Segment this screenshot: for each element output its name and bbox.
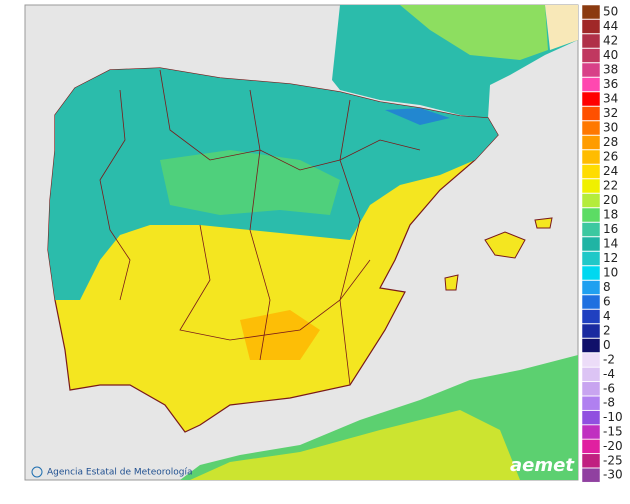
south-warm-zone — [240, 310, 320, 360]
legend-swatch — [581, 106, 601, 121]
legend-label: 6 — [603, 295, 611, 309]
legend-swatch — [581, 453, 601, 469]
legend-label: -25 — [603, 453, 623, 467]
legend-swatch — [581, 381, 601, 397]
attribution-text: Agencia Estatal de Meteorología — [47, 468, 193, 478]
france-warm — [400, 5, 548, 60]
legend-label: 18 — [603, 208, 618, 222]
legend-swatch — [581, 439, 601, 454]
legend-swatch — [581, 178, 601, 194]
legend-swatch — [581, 4, 601, 20]
legend-label: 32 — [603, 106, 618, 120]
legend-swatch — [581, 62, 601, 78]
legend-swatch — [581, 149, 601, 165]
legend-swatch — [581, 251, 601, 266]
legend-label: 50 — [603, 5, 618, 19]
legend-label: -20 — [603, 439, 623, 453]
legend-label: 38 — [603, 63, 618, 77]
legend-label: 20 — [603, 193, 618, 207]
legend-label: 4 — [603, 309, 611, 323]
legend-swatch — [581, 91, 601, 107]
mediterranean-edge — [545, 5, 578, 50]
legend-swatch — [581, 164, 601, 179]
legend-swatch — [581, 48, 601, 63]
legend-label: -2 — [603, 353, 615, 367]
legend-label: -15 — [603, 425, 623, 439]
legend-swatch — [581, 280, 601, 295]
mallorca — [484, 231, 526, 259]
ibiza — [444, 274, 459, 291]
legend-swatch — [581, 323, 601, 339]
legend-swatch — [581, 367, 601, 382]
pyrenees-cold — [385, 108, 450, 125]
legend-swatch — [581, 135, 601, 150]
legend-label: -10 — [603, 410, 623, 424]
legend-swatch — [581, 294, 601, 310]
legend-label: 14 — [603, 237, 618, 251]
legend-swatch — [581, 309, 601, 324]
aemet-logo: aemet — [510, 455, 575, 476]
legend-swatch — [581, 33, 601, 49]
copyright-icon — [31, 466, 43, 478]
legend-label: 12 — [603, 251, 618, 265]
legend-label: 30 — [603, 121, 618, 135]
legend-label: 16 — [603, 222, 618, 236]
legend: 5044424038363432302826242220181614121086… — [581, 4, 623, 483]
legend-label: -8 — [603, 396, 615, 410]
legend-swatch — [581, 424, 601, 440]
province-borders — [99, 69, 421, 386]
legend-swatch — [581, 222, 601, 237]
legend-label: 10 — [603, 266, 618, 280]
legend-swatch — [581, 352, 601, 368]
legend-label: 8 — [603, 280, 611, 294]
legend-swatch — [581, 410, 601, 425]
legend-label: -4 — [603, 367, 615, 381]
legend-swatch — [581, 193, 601, 208]
meseta-mild — [160, 150, 340, 215]
legend-swatch — [581, 19, 601, 34]
legend-swatch — [581, 467, 601, 483]
legend-swatch — [581, 265, 601, 281]
legend-label: 26 — [603, 150, 618, 164]
legend-swatch — [581, 120, 601, 136]
legend-label: 42 — [603, 34, 618, 48]
legend-swatch — [581, 395, 601, 411]
legend-label: 2 — [603, 324, 611, 338]
africa-warm — [190, 410, 520, 480]
legend-swatch — [581, 236, 601, 252]
legend-swatch — [581, 77, 601, 92]
legend-swatch — [581, 338, 601, 353]
menorca — [534, 217, 553, 229]
legend-label: -6 — [603, 381, 615, 395]
legend-label: 28 — [603, 135, 618, 149]
legend-label: -30 — [603, 468, 623, 482]
legend-label: 22 — [603, 179, 618, 193]
attribution: Agencia Estatal de Meteorología — [31, 466, 193, 478]
legend-label: 44 — [603, 19, 618, 33]
legend-label: 34 — [603, 92, 618, 106]
legend-swatch — [581, 207, 601, 223]
legend-label: 0 — [603, 338, 611, 352]
map-frame — [24, 4, 579, 481]
legend-label: 36 — [603, 77, 618, 91]
legend-label: 40 — [603, 48, 618, 62]
legend-label: 24 — [603, 164, 618, 178]
